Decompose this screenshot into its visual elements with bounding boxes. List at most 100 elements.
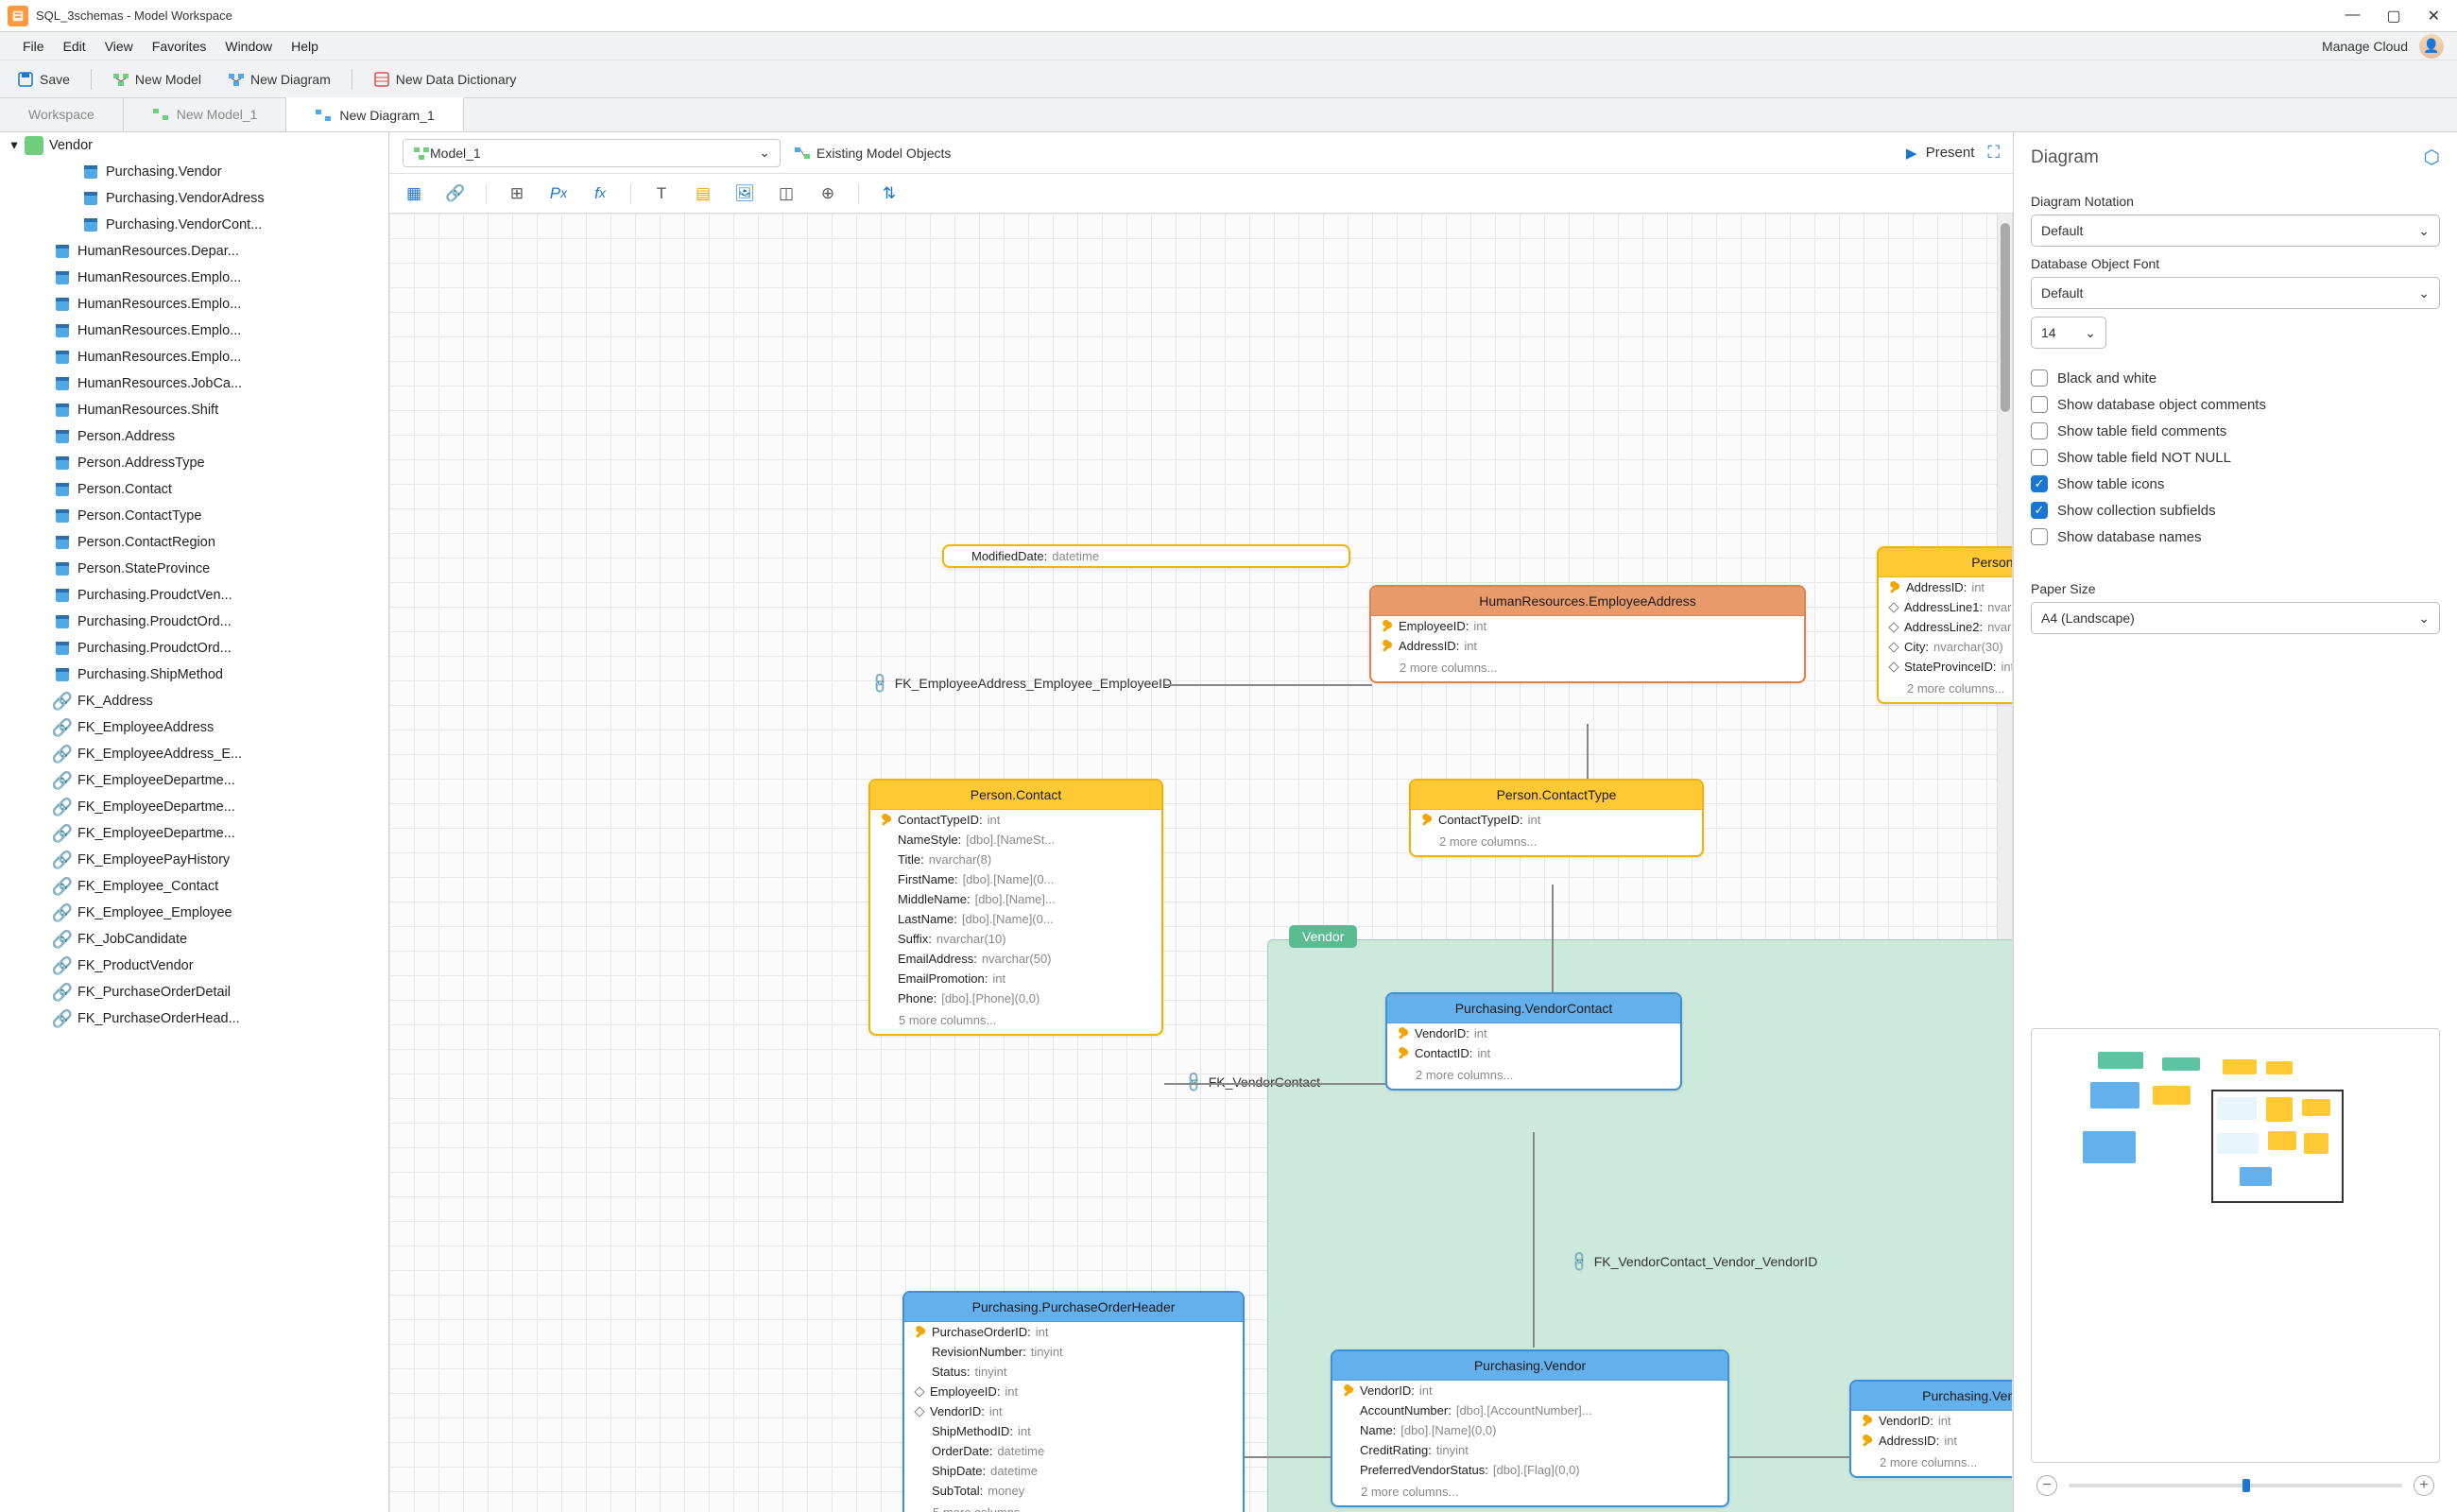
- tree-table[interactable]: Person.AddressType: [0, 450, 388, 476]
- tree-table[interactable]: HumanResources.JobCa...: [0, 370, 388, 397]
- text-tool-icon[interactable]: T: [650, 182, 673, 205]
- font-size-select[interactable]: 14⌄: [2031, 317, 2106, 349]
- checkbox-icon[interactable]: [2031, 369, 2048, 387]
- checkbox-row[interactable]: Show table field comments: [2031, 422, 2440, 439]
- tree-fk[interactable]: 🔗FK_EmployeeDepartme...: [0, 794, 388, 820]
- checkbox-icon[interactable]: [2031, 422, 2048, 439]
- tree-table[interactable]: Person.StateProvince: [0, 556, 388, 582]
- tree-root[interactable]: ▾ Vendor: [0, 132, 388, 159]
- entity-person_contacttype[interactable]: Person.ContactTypeContactTypeID: int2 mo…: [1409, 779, 1704, 857]
- checkbox-row[interactable]: ✓Show collection subfields: [2031, 502, 2440, 519]
- region-label[interactable]: Vendor: [1289, 925, 1357, 948]
- tree-table[interactable]: HumanResources.Emplo...: [0, 291, 388, 318]
- entity-more[interactable]: 5 more columns...: [870, 1008, 1161, 1034]
- close-button[interactable]: ✕: [2428, 7, 2440, 26]
- tree-table[interactable]: HumanResources.Emplo...: [0, 265, 388, 291]
- entity-more[interactable]: 2 more columns...: [1332, 1480, 1727, 1505]
- tree-table[interactable]: Purchasing.ProudctOrd...: [0, 635, 388, 662]
- checkbox-icon[interactable]: [2031, 396, 2048, 413]
- new-data-dict-button[interactable]: New Data Dictionary: [368, 67, 523, 92]
- tree-fk[interactable]: 🔗FK_PurchaseOrderDetail: [0, 979, 388, 1005]
- checkbox-icon[interactable]: ✓: [2031, 475, 2048, 492]
- tree-table[interactable]: HumanResources.Emplo...: [0, 344, 388, 370]
- entity-modifieddate[interactable]: ModifiedDate: datetime: [942, 544, 1350, 568]
- maximize-button[interactable]: ▢: [2386, 7, 2400, 26]
- entity-more[interactable]: 2 more columns...: [1371, 656, 1804, 681]
- entity-po_header[interactable]: Purchasing.PurchaseOrderHeaderPurchaseOr…: [902, 1291, 1245, 1512]
- tab[interactable]: New Model_1: [124, 97, 287, 131]
- checkbox-icon[interactable]: [2031, 449, 2048, 466]
- entity-more[interactable]: 2 more columns...: [1851, 1451, 2013, 1476]
- checkbox-row[interactable]: ✓Show table icons: [2031, 475, 2440, 492]
- model-selector[interactable]: Model_1 ⌄: [403, 139, 781, 167]
- tree-fk[interactable]: 🔗FK_PurchaseOrderHead...: [0, 1005, 388, 1032]
- menu-file[interactable]: File: [13, 35, 54, 58]
- menu-view[interactable]: View: [95, 35, 143, 58]
- image-tool-icon[interactable]: 🖼: [733, 182, 756, 205]
- new-model-button[interactable]: New Model: [107, 67, 207, 92]
- new-diagram-button[interactable]: New Diagram: [222, 67, 336, 92]
- tree-table[interactable]: Person.ContactRegion: [0, 529, 388, 556]
- menu-window[interactable]: Window: [215, 35, 282, 58]
- user-avatar[interactable]: 👤: [2419, 34, 2444, 59]
- minimize-button[interactable]: —: [2345, 7, 2360, 26]
- tab[interactable]: Workspace: [0, 97, 124, 131]
- entity-hr_empaddr[interactable]: HumanResources.EmployeeAddressEmployeeID…: [1369, 585, 1806, 683]
- minimap-viewport[interactable]: [2211, 1090, 2344, 1203]
- px-tool-icon[interactable]: Px: [547, 182, 570, 205]
- diagram-canvas[interactable]: Vendor ModifiedDate: datetime HumanResourc…: [389, 214, 2013, 1512]
- zoom-in-icon[interactable]: +: [2414, 1475, 2434, 1496]
- sidebar-tree[interactable]: ▾ Vendor Purchasing.VendorPurchasing.Ven…: [0, 132, 389, 1512]
- entity-vendor[interactable]: Purchasing.VendorVendorID: intAccountNum…: [1331, 1349, 1729, 1507]
- checkbox-icon[interactable]: [2031, 528, 2048, 545]
- menu-edit[interactable]: Edit: [54, 35, 95, 58]
- menu-help[interactable]: Help: [282, 35, 328, 58]
- scroll-thumb[interactable]: [2001, 223, 2010, 412]
- checkbox-row[interactable]: Show database names: [2031, 528, 2440, 545]
- entity-vendor_contact[interactable]: Purchasing.VendorContactVendorID: intCon…: [1385, 992, 1682, 1091]
- tree-table[interactable]: HumanResources.Depar...: [0, 238, 388, 265]
- table-tool-icon[interactable]: ▦: [403, 182, 425, 205]
- tree-fk[interactable]: 🔗FK_Address: [0, 688, 388, 714]
- tree-fk[interactable]: 🔗FK_ProductVendor: [0, 953, 388, 979]
- entity-more[interactable]: 2 more columns...: [1411, 830, 1702, 855]
- entity-more[interactable]: 2 more columns...: [1387, 1063, 1680, 1089]
- fx-tool-icon[interactable]: fx: [589, 182, 611, 205]
- paper-select[interactable]: A4 (Landscape)⌄: [2031, 602, 2440, 634]
- align-tool-icon[interactable]: ⇅: [878, 182, 901, 205]
- notation-select[interactable]: Default⌄: [2031, 215, 2440, 247]
- grid-tool-icon[interactable]: ⊞: [506, 182, 528, 205]
- entity-more[interactable]: 5 more columns...: [904, 1501, 1243, 1512]
- tab[interactable]: New Diagram_1: [286, 97, 463, 131]
- tree-table[interactable]: Purchasing.Vendor: [0, 159, 388, 185]
- note-tool-icon[interactable]: ▤: [692, 182, 714, 205]
- entity-person_address[interactable]: Person.AddressAddressID: intAddressLine1…: [1877, 546, 2013, 704]
- present-button[interactable]: ▶ Present: [1903, 145, 1975, 162]
- existing-objects-button[interactable]: Existing Model Objects: [794, 145, 951, 162]
- manage-cloud-link[interactable]: Manage Cloud: [2322, 39, 2408, 54]
- tree-table[interactable]: Purchasing.ProudctOrd...: [0, 609, 388, 635]
- tree-table[interactable]: Purchasing.ProudctVen...: [0, 582, 388, 609]
- tree-table[interactable]: HumanResources.Shift: [0, 397, 388, 423]
- tree-table[interactable]: Person.Contact: [0, 476, 388, 503]
- tree-collapse-icon[interactable]: ▾: [8, 139, 21, 152]
- minimap[interactable]: [2031, 1028, 2440, 1463]
- checkbox-row[interactable]: Black and white: [2031, 369, 2440, 387]
- tree-fk[interactable]: 🔗FK_EmployeePayHistory: [0, 847, 388, 873]
- checkbox-row[interactable]: Show database object comments: [2031, 396, 2440, 413]
- shape-tool-icon[interactable]: ◫: [775, 182, 798, 205]
- checkbox-row[interactable]: Show table field NOT NULL: [2031, 449, 2440, 466]
- tree-fk[interactable]: 🔗FK_EmployeeDepartme...: [0, 820, 388, 847]
- font-select[interactable]: Default⌄: [2031, 277, 2440, 309]
- tree-fk[interactable]: 🔗FK_JobCandidate: [0, 926, 388, 953]
- tree-fk[interactable]: 🔗FK_Employee_Contact: [0, 873, 388, 900]
- link-tool-icon[interactable]: 🔗: [444, 182, 467, 205]
- zoom-slider[interactable]: − +: [2031, 1472, 2440, 1499]
- tree-table[interactable]: Purchasing.ShipMethod: [0, 662, 388, 688]
- menu-favorites[interactable]: Favorites: [143, 35, 216, 58]
- tree-fk[interactable]: 🔗FK_EmployeeAddress_E...: [0, 741, 388, 767]
- tree-fk[interactable]: 🔗FK_EmployeeDepartme...: [0, 767, 388, 794]
- tree-table[interactable]: Person.Address: [0, 423, 388, 450]
- tree-table[interactable]: HumanResources.Emplo...: [0, 318, 388, 344]
- layer-tool-icon[interactable]: ⊕: [816, 182, 839, 205]
